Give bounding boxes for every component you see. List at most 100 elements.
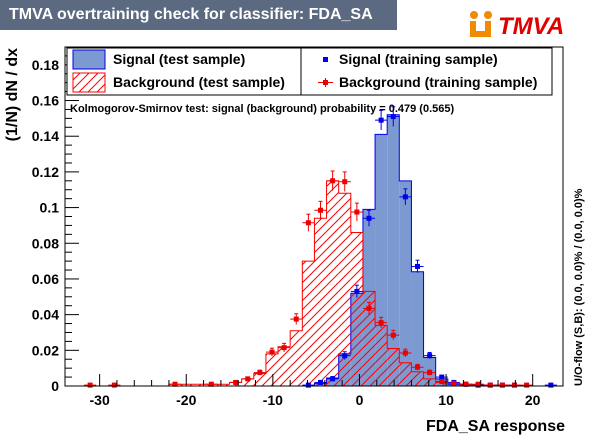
background-train-marker-4 bbox=[233, 379, 239, 385]
background-train-marker-2 bbox=[172, 381, 178, 387]
background-train-point-14 bbox=[350, 202, 363, 221]
x-tick-label--20: -20 bbox=[176, 392, 196, 408]
x-axis-ticks: -30 -20 -10 0 10 20 bbox=[90, 374, 541, 408]
signal-train-marker-11 bbox=[439, 374, 445, 380]
background-train-marker-6 bbox=[257, 370, 263, 376]
signal-train-point-0 bbox=[302, 382, 315, 388]
background-test-bin-9 bbox=[181, 384, 194, 386]
background-train-point-22 bbox=[447, 380, 460, 386]
background-train-point-2 bbox=[168, 381, 182, 387]
background-train-point-5 bbox=[241, 376, 254, 382]
background-train-marker-17 bbox=[390, 332, 396, 338]
y-tick-label-0.06: 0.06 bbox=[32, 271, 59, 287]
background-train-point-3 bbox=[205, 381, 218, 387]
background-train-point-19 bbox=[411, 363, 424, 371]
signal-train-point-4 bbox=[350, 284, 363, 298]
background-train-marker-5 bbox=[245, 376, 251, 382]
background-test-bin-30 bbox=[435, 382, 448, 386]
x-tick-label-0: 0 bbox=[356, 392, 364, 408]
background-train-marker-16 bbox=[378, 320, 384, 326]
background-train-marker-12 bbox=[330, 178, 336, 184]
background-test-bin-26 bbox=[387, 348, 400, 386]
background-test-bin-25 bbox=[375, 325, 388, 386]
signal-train-point-3 bbox=[338, 351, 351, 360]
background-test-histogram bbox=[71, 180, 557, 386]
signal-train-marker-10 bbox=[427, 353, 433, 359]
signal-test-bin-28 bbox=[411, 271, 424, 386]
background-test-bin-24 bbox=[362, 291, 376, 386]
background-train-marker-7 bbox=[269, 349, 275, 355]
background-test-bin-19 bbox=[302, 261, 315, 386]
x-axis-label: FDA_SA response bbox=[426, 418, 565, 435]
signal-train-point-2 bbox=[326, 376, 339, 382]
tmva-logo-text: TMVA bbox=[498, 13, 564, 40]
background-train-point-8 bbox=[278, 342, 291, 352]
signal-train-point-5 bbox=[362, 209, 376, 227]
y-tick-label-0.1: 0.1 bbox=[40, 200, 60, 216]
background-training-points bbox=[84, 170, 533, 388]
background-test-bin-28 bbox=[411, 371, 424, 386]
plot-title: TMVA overtraining check for classifier: … bbox=[0, 0, 397, 30]
background-train-marker-24 bbox=[475, 381, 481, 387]
background-train-point-24 bbox=[472, 381, 485, 387]
x-tick-label-10: 10 bbox=[438, 392, 454, 408]
legend-label-signal-test: Signal (test sample) bbox=[113, 51, 245, 67]
signal-train-marker-2 bbox=[330, 376, 336, 382]
legend-right: Signal (training sample) Background (tra… bbox=[300, 47, 553, 96]
background-train-point-6 bbox=[253, 369, 266, 376]
background-train-point-25 bbox=[484, 382, 497, 388]
background-train-marker-18 bbox=[402, 350, 408, 356]
background-test-bin-17 bbox=[278, 346, 291, 386]
signal-train-point-9 bbox=[411, 259, 424, 273]
signal-train-marker-3 bbox=[342, 353, 348, 359]
signal-train-point-10 bbox=[423, 351, 436, 359]
y-tick-label-0.14: 0.14 bbox=[32, 128, 59, 144]
background-train-point-23 bbox=[459, 381, 473, 387]
signal-train-point-6 bbox=[375, 109, 388, 130]
signal-train-marker-5 bbox=[366, 215, 372, 221]
signal-train-point-18 bbox=[544, 382, 557, 388]
y-axis-ticks: 0 0.02 0.04 0.06 0.08 0.1 0.12 0.14 0.16 0.18 bbox=[32, 55, 79, 394]
background-train-point-28 bbox=[520, 382, 533, 388]
background-train-marker-20 bbox=[427, 370, 433, 376]
background-train-point-20 bbox=[423, 369, 436, 376]
background-test-bin-16 bbox=[265, 353, 279, 386]
background-train-marker-14 bbox=[354, 209, 360, 215]
legend-label-background-train: Background (training sample) bbox=[339, 74, 537, 90]
y-tick-label-0: 0 bbox=[51, 378, 59, 394]
background-train-point-15 bbox=[362, 301, 376, 315]
background-train-marker-9 bbox=[293, 316, 299, 322]
background-train-point-13 bbox=[338, 171, 351, 192]
background-train-marker-8 bbox=[281, 345, 287, 351]
y-tick-label-0.02: 0.02 bbox=[32, 342, 59, 358]
signal-train-marker-6 bbox=[378, 117, 384, 123]
y-tick-label-0.08: 0.08 bbox=[32, 235, 59, 251]
signal-train-point-7 bbox=[387, 106, 400, 127]
legend-swatch-signal-test bbox=[72, 49, 106, 70]
background-train-marker-27 bbox=[511, 382, 517, 388]
background-test-bin-14 bbox=[241, 378, 254, 386]
signal-train-marker-7 bbox=[390, 114, 396, 120]
signal-test-bin-26 bbox=[387, 114, 400, 386]
background-train-point-11 bbox=[314, 200, 327, 220]
tmva-logo: TMVA bbox=[470, 11, 564, 40]
background-test-bin-20 bbox=[314, 218, 327, 386]
signal-test-bin-27 bbox=[399, 180, 412, 386]
legend-label-signal-train: Signal (training sample) bbox=[339, 51, 498, 67]
background-train-point-1 bbox=[108, 382, 121, 388]
y-tick-label-0.16: 0.16 bbox=[32, 93, 59, 109]
background-test-bin-29 bbox=[423, 378, 436, 386]
background-train-marker-3 bbox=[208, 381, 214, 387]
background-train-marker-28 bbox=[524, 382, 530, 388]
background-train-point-10 bbox=[302, 213, 315, 232]
y-tick-label-0.18: 0.18 bbox=[32, 57, 59, 73]
background-train-marker-10 bbox=[305, 220, 311, 226]
background-train-point-7 bbox=[265, 347, 279, 357]
legend-marker-signal-train bbox=[323, 57, 328, 62]
x-tick-label--30: -30 bbox=[90, 392, 110, 408]
background-test-bin-15 bbox=[253, 373, 266, 386]
y-axis-label: (1/N) dN / dx bbox=[4, 48, 21, 141]
ks-test-label: Kolmogorov-Smirnov test: signal (backgro… bbox=[70, 103, 454, 115]
legend-swatch-background-test bbox=[72, 72, 106, 93]
y-tick-label-0.04: 0.04 bbox=[32, 307, 59, 323]
